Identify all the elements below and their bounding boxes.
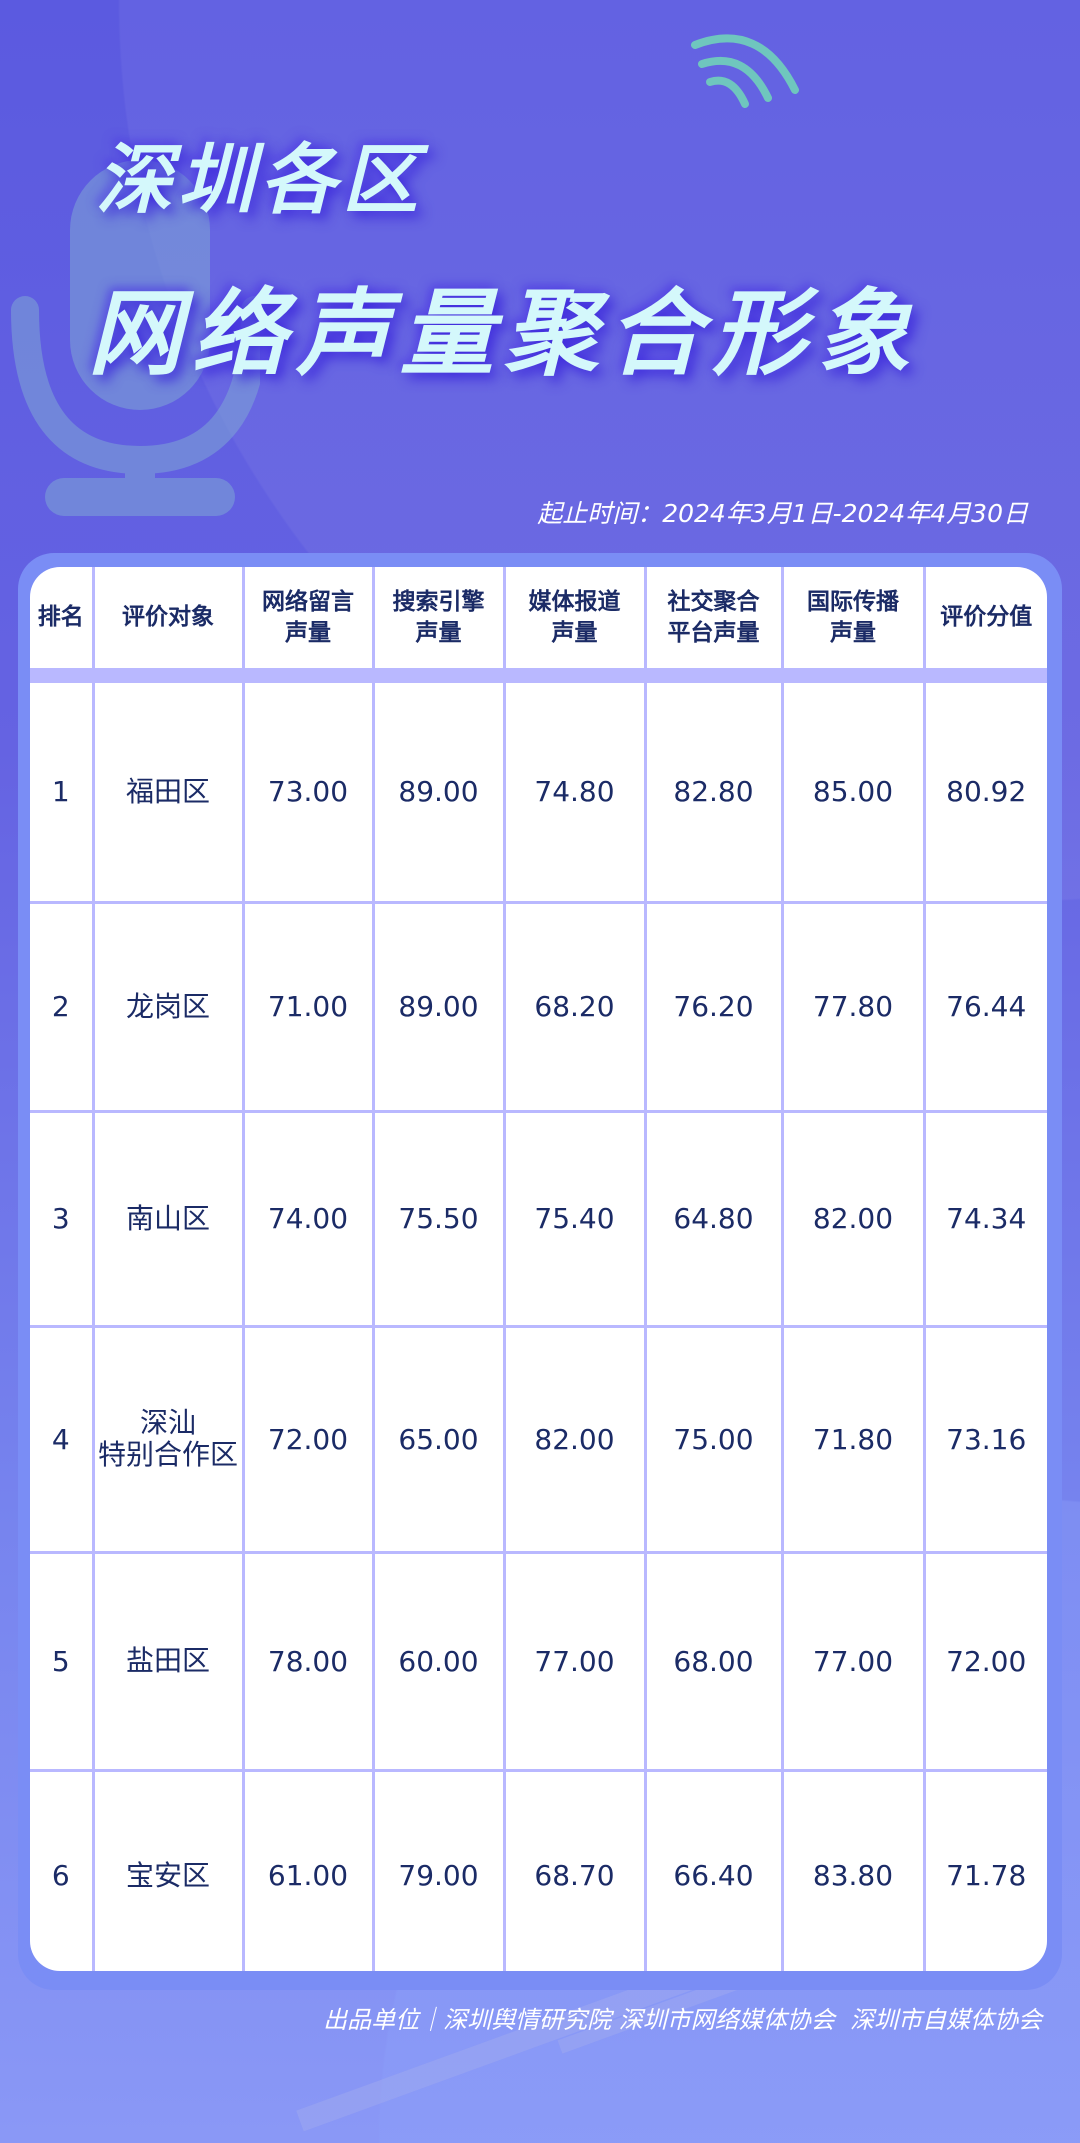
cell-search: 60.00	[371, 1552, 504, 1772]
header-text: 媒体报道	[528, 588, 621, 615]
table-row: 4 深汕 特别合作区 72.00 65.00 82.00 75.00 71.80 73.16	[30, 1326, 1047, 1554]
cell-media: 68.70	[502, 1770, 645, 1971]
header-text: 平台声量	[667, 619, 760, 646]
cell-score: 80.92	[922, 681, 1047, 904]
header-text: 网络留言	[262, 588, 354, 615]
header-text: 排名	[37, 604, 84, 630]
cell-media: 77.00	[502, 1552, 645, 1772]
table-row: 3 南山区 74.00 75.50 75.40 64.80 82.00 74.34	[30, 1111, 1047, 1328]
cell-search: 89.00	[371, 681, 504, 904]
cell-media: 74.80	[502, 681, 645, 904]
column-header-score: 评价分值	[922, 567, 1047, 668]
cell-target: 宝安区	[91, 1770, 243, 1971]
header-text: 搜索引擎	[392, 588, 485, 615]
cell-international: 83.80	[780, 1770, 924, 1971]
cell-media: 82.00	[502, 1326, 645, 1554]
column-header-target: 评价对象	[91, 567, 243, 668]
cell-rank: 4	[30, 1326, 93, 1554]
header-text: 评价对象	[122, 604, 214, 630]
column-header-rank: 排名	[30, 567, 93, 668]
cell-rank: 1	[30, 681, 93, 904]
cell-rank: 3	[30, 1111, 93, 1328]
cell-search: 75.50	[371, 1111, 504, 1328]
cell-comments: 61.00	[241, 1770, 373, 1971]
cell-comments: 71.00	[241, 902, 373, 1113]
cell-search: 65.00	[371, 1326, 504, 1554]
cell-rank: 6	[51, 1859, 70, 1893]
column-header-social: 社交聚合 平台声量	[643, 567, 782, 668]
date-range: 起止时间：2024年3月1日-2024年4月30日	[537, 499, 1028, 528]
header-text: 声量	[285, 619, 331, 646]
table-header-row: 排名 评价对象 网络留言 声量 搜索引擎 声量 媒体报道 声量 社交聚合 平台声量 国际传播 声量 评价…	[30, 567, 1047, 668]
header-text: 评价分值	[940, 604, 1033, 630]
title-line-1: 深圳各区	[96, 135, 424, 224]
table-card: 排名 评价对象 网络留言 声量 搜索引擎 声量 媒体报道 声量 社交聚合 平台声量 国际传播 声量 评价…	[30, 567, 1047, 1971]
cell-comments: 72.00	[241, 1326, 373, 1554]
cell-international: 82.00	[780, 1111, 924, 1328]
column-header-comments: 网络留言 声量	[241, 567, 373, 668]
cell-score: 72.00	[922, 1552, 1047, 1772]
ranking-table: 排名 评价对象 网络留言 声量 搜索引擎 声量 媒体报道 声量 社交聚合 平台声量 国际传播 声量 评价…	[30, 567, 1047, 1971]
cell-search: 79.00	[371, 1770, 504, 1971]
cell-international: 77.00	[780, 1552, 924, 1772]
table-row: 1 福田区 73.00 89.00 74.80 82.80 85.00 80.92	[30, 681, 1047, 904]
cell-international: 77.80	[780, 902, 924, 1113]
microphone-icon	[11, 160, 260, 516]
table-row: 2 龙岗区 71.00 89.00 68.20 76.20 77.80 76.44	[30, 902, 1047, 1113]
header-divider-band	[30, 668, 1047, 683]
header-text: 声量	[551, 619, 598, 646]
header-text: 声量	[415, 619, 462, 646]
column-header-media: 媒体报道 声量	[502, 567, 645, 668]
cell-international: 71.80	[780, 1326, 924, 1554]
cell-international: 85.00	[780, 681, 924, 904]
table-row: 5 盐田区 78.00 60.00 77.00 68.00 77.00 72.00	[30, 1552, 1047, 1772]
cell-comments: 78.00	[241, 1552, 373, 1772]
cell-target: 南山区	[91, 1111, 243, 1328]
header-text: 声量	[830, 619, 876, 646]
column-header-search: 搜索引擎 声量	[371, 567, 504, 668]
cell-social: 75.00	[643, 1326, 782, 1554]
cell-score: 71.78	[922, 1770, 1047, 1971]
cell-target: 福田区	[91, 681, 243, 904]
table-row: 6 宝安区 61.00 79.00 68.70 66.40 83.80 71.78	[30, 1770, 1047, 1971]
cell-rank: 5	[30, 1552, 93, 1772]
title-line-2: 网络声量聚合形象	[88, 280, 921, 389]
cell-comments: 73.00	[241, 681, 373, 904]
cell-target: 深汕 特别合作区	[91, 1326, 243, 1554]
cell-rank: 2	[30, 902, 93, 1113]
cell-search: 89.00	[371, 902, 504, 1113]
cell-score: 73.16	[922, 1326, 1047, 1554]
footer-credits: 出品单位｜深圳舆情研究院 深圳市网络媒体协会 深圳市自媒体协会	[323, 2006, 1042, 2034]
cell-social: 82.80	[643, 681, 782, 904]
header-text: 国际传播	[807, 588, 899, 615]
cell-social: 76.20	[643, 902, 782, 1113]
cell-score: 76.44	[922, 902, 1047, 1113]
cell-social: 68.00	[643, 1552, 782, 1772]
cell-social: 64.80	[643, 1111, 782, 1328]
cell-media: 68.20	[502, 902, 645, 1113]
header-text: 社交聚合	[667, 588, 760, 615]
cell-target: 龙岗区	[91, 902, 243, 1113]
signal-waves-icon	[691, 34, 799, 108]
cell-score: 74.34	[922, 1111, 1047, 1328]
cell-media: 75.40	[502, 1111, 645, 1328]
cell-target: 盐田区	[91, 1552, 243, 1772]
cell-comments: 74.00	[241, 1111, 373, 1328]
column-header-international: 国际传播 声量	[780, 567, 924, 668]
cell-social: 66.40	[643, 1770, 782, 1971]
